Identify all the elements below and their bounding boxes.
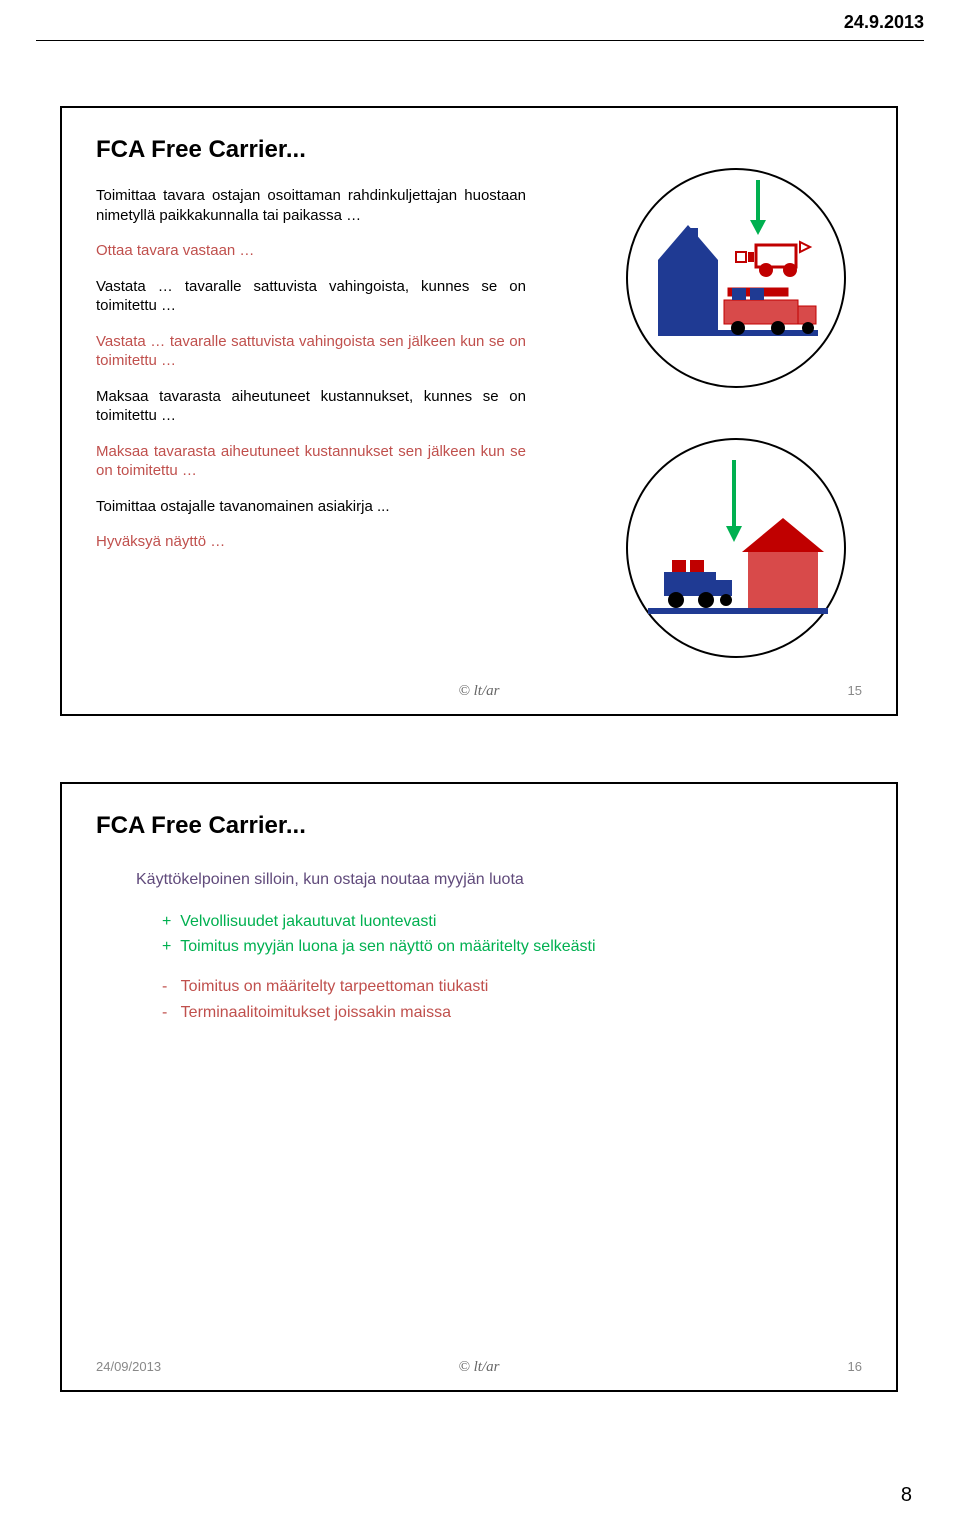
slide1-p4: Vastata … tavaralle sattuvista vahingois… xyxy=(96,332,526,371)
header-rule xyxy=(36,40,924,41)
slide1-p7: Toimittaa ostajalle tavanomainen asiakir… xyxy=(96,497,526,517)
slide1-p5: Maksaa tavarasta aiheutuneet kustannukse… xyxy=(96,387,526,426)
diagram-circle-2 xyxy=(626,438,846,658)
footer-date: 24/09/2013 xyxy=(96,1359,351,1374)
diagram-circle-1 xyxy=(626,168,846,388)
minus-list: - Toimitus on määritelty tarpeettoman ti… xyxy=(162,974,862,1025)
blue-truck-icon xyxy=(664,560,732,608)
page-date: 24.9.2013 xyxy=(844,12,924,33)
slide2-title: FCA Free Carrier... xyxy=(96,812,862,840)
slide-2: FCA Free Carrier... Käyttökelpoinen sill… xyxy=(60,782,898,1392)
slide2-pagenum: 16 xyxy=(607,1359,862,1374)
slide1-text-column: Toimittaa tavara ostajan osoittaman rahd… xyxy=(96,186,526,552)
plus-list: + Velvollisuudet jakautuvat luontevasti … xyxy=(162,909,862,960)
slide1-title: FCA Free Carrier... xyxy=(96,136,862,164)
minus-item-2: - Terminaalitoimitukset joissakin maissa xyxy=(162,1000,862,1026)
slide1-p8: Hyväksyä näyttö … xyxy=(96,532,526,552)
slide2-intro: Käyttökelpoinen silloin, kun ostaja nout… xyxy=(136,870,862,891)
seller-building-icon xyxy=(658,225,718,330)
forklift-icon xyxy=(728,242,810,296)
copyright-text: © lt/ar xyxy=(351,1359,606,1376)
slide1-p3: Vastata … tavaralle sattuvista vahingois… xyxy=(96,277,526,316)
minus-item-1: - Toimitus on määritelty tarpeettoman ti… xyxy=(162,974,862,1000)
buyer-building-icon xyxy=(742,518,824,608)
slide1-pagenum: 15 xyxy=(607,683,862,698)
slide2-footer: 24/09/2013 © lt/ar 16 xyxy=(96,1359,862,1376)
arrow-icon xyxy=(750,180,766,235)
slide-1: FCA Free Carrier... Toimittaa tavara ost… xyxy=(60,106,898,716)
copyright-text: © lt/ar xyxy=(351,683,606,700)
slide1-p6: Maksaa tavarasta aiheutuneet kustannukse… xyxy=(96,442,526,481)
plus-item-1: + Velvollisuudet jakautuvat luontevasti xyxy=(162,909,862,935)
slide1-footer: © lt/ar 15 xyxy=(96,683,862,700)
sheet-page-number: 8 xyxy=(901,1484,912,1507)
plus-item-2: + Toimitus myyjän luona ja sen näyttö on… xyxy=(162,934,862,960)
slide1-p1: Toimittaa tavara ostajan osoittaman rahd… xyxy=(96,186,526,225)
arrow-icon xyxy=(726,460,742,542)
slide1-p2: Ottaa tavara vastaan … xyxy=(96,241,526,261)
